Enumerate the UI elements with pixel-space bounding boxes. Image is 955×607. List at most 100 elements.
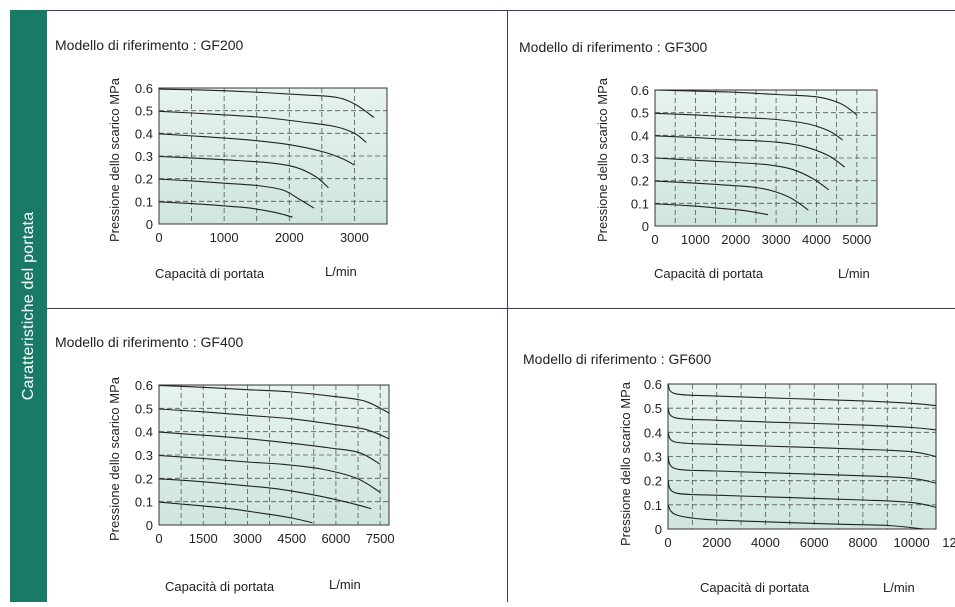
series-line-3 (158, 454, 381, 493)
x-tick-label: 3000 (762, 232, 791, 247)
y-tick-label: 0.6 (135, 378, 153, 393)
x-axis-label: Capacità di portata (654, 266, 764, 281)
y-tick-label: 0.5 (135, 401, 153, 416)
charts-grid: Modello di riferimento : GF200 0 0.1 0.2 0.3… (47, 10, 955, 602)
y-axis-label: Pressione dello scarico MPa (618, 381, 633, 546)
y-tick-label: 0.3 (644, 450, 662, 465)
series-line-1 (667, 407, 937, 431)
x-tick-label: 12000 (942, 535, 955, 550)
x-axis-label: Capacità di portata (165, 579, 275, 594)
chart-title: Modello di riferimento : GF600 (523, 351, 712, 367)
y-tick-label: 0.6 (644, 377, 662, 392)
series-line-1 (158, 110, 367, 143)
y-tick-label: 0.1 (135, 194, 153, 209)
y-tick-label: 0.1 (644, 498, 662, 513)
x-tick-label: 1000 (681, 232, 710, 247)
chart-gf400: Modello di riferimento : GF400 0 0.1 0.2 0.3… (55, 334, 395, 594)
vertical-divider (507, 10, 508, 602)
x-axis-unit: L/min (838, 266, 870, 281)
series-line-0 (667, 383, 937, 407)
sidebar: Caratteristiche del portata (10, 10, 47, 602)
series-line-1 (158, 408, 390, 440)
chart-panel-gf400: Modello di riferimento : GF400 0 0.1 0.2 0.3… (47, 309, 507, 607)
y-tick-label: 0.4 (135, 126, 153, 141)
x-tick-label: 4500 (277, 531, 306, 546)
chart-gf200: Modello di riferimento : GF200 0 0.1 0.2 0.3… (55, 37, 388, 281)
y-tick-label: 0 (655, 522, 662, 537)
series-line-0 (158, 384, 390, 414)
x-axis-label: Capacità di portata (700, 580, 810, 595)
series-line-3 (158, 155, 329, 189)
series-line-2 (158, 431, 381, 465)
x-tick-label: 3000 (233, 531, 262, 546)
x-axis-unit: L/min (325, 264, 357, 279)
chart-panel-gf600: Modello di riferimento : GF600 0 0.1 0.2 0.3… (508, 309, 955, 607)
y-tick-label: 0.5 (631, 106, 649, 121)
y-tick-label: 0 (146, 217, 153, 232)
x-axis-label: Capacità di portata (155, 266, 265, 281)
x-tick-label: 6000 (800, 535, 829, 550)
x-tick-label: 5000 (842, 232, 871, 247)
series-line-3 (654, 157, 829, 191)
x-tick-label: 4000 (802, 232, 831, 247)
x-tick-label: 0 (155, 531, 162, 546)
chart-gf600: Modello di riferimento : GF600 0 0.1 0.2 0.3… (523, 351, 955, 595)
series-line-5 (667, 504, 924, 530)
y-tick-label: 0.2 (644, 474, 662, 489)
x-tick-label: 1500 (189, 531, 218, 546)
y-tick-label: 0.1 (135, 495, 153, 510)
top-divider (47, 10, 955, 11)
chart-title: Modello di riferimento : GF200 (55, 37, 244, 53)
y-tick-label: 0.2 (135, 172, 153, 187)
series-line-5 (158, 501, 313, 524)
y-tick-label: 0.1 (631, 196, 649, 211)
series-line-5 (158, 201, 293, 218)
series-line-4 (158, 178, 315, 209)
series-line-3 (667, 456, 937, 484)
series-line-2 (667, 431, 937, 458)
y-tick-label: 0.3 (135, 448, 153, 463)
sidebar-label: Caratteristiche del portata (19, 211, 37, 401)
y-axis-label: Pressione dello scarico MPa (107, 376, 122, 541)
x-tick-label: 0 (651, 232, 658, 247)
y-tick-label: 0.3 (135, 149, 153, 164)
x-tick-label: 8000 (848, 535, 877, 550)
x-tick-label: 0 (664, 535, 671, 550)
series-line-4 (654, 180, 809, 211)
y-tick-label: 0.5 (135, 104, 153, 119)
chart-gf300: Modello di riferimento : GF300 0 0.1 0.2 0.3… (519, 39, 878, 281)
y-tick-label: 0 (146, 518, 153, 533)
y-tick-label: 0.2 (631, 174, 649, 189)
chart-title: Modello di riferimento : GF300 (519, 39, 708, 55)
x-tick-label: 2000 (721, 232, 750, 247)
x-tick-label: 7500 (366, 531, 395, 546)
x-tick-label: 0 (155, 230, 162, 245)
series-line-2 (158, 133, 355, 166)
chart-panel-gf300: Modello di riferimento : GF300 0 0.1 0.2 0.3… (508, 10, 955, 308)
series-line-0 (654, 89, 858, 116)
x-tick-label: 1000 (210, 230, 239, 245)
series-line-4 (158, 478, 372, 510)
x-tick-label: 10000 (894, 535, 930, 550)
x-tick-label: 6000 (321, 531, 350, 546)
x-tick-label: 2000 (275, 230, 304, 245)
x-axis-unit: L/min (883, 580, 915, 595)
x-tick-label: 2000 (702, 535, 731, 550)
chart-panel-gf200: Modello di riferimento : GF200 0 0.1 0.2 0.3… (47, 10, 507, 308)
x-tick-label: 3000 (340, 230, 369, 245)
horizontal-divider (47, 308, 955, 309)
y-tick-label: 0 (642, 219, 649, 234)
series-line-4 (667, 480, 937, 508)
y-tick-label: 0.6 (631, 83, 649, 98)
series-line-2 (654, 135, 846, 168)
y-tick-label: 0.2 (135, 471, 153, 486)
y-tick-label: 0.5 (644, 401, 662, 416)
y-tick-label: 0.4 (631, 128, 649, 143)
series-line-1 (654, 112, 844, 141)
y-tick-label: 0.3 (631, 151, 649, 166)
y-axis-label: Pressione dello scarico MPa (107, 77, 122, 242)
x-tick-label: 4000 (751, 535, 780, 550)
series-line-5 (654, 203, 769, 216)
series-line-0 (158, 88, 375, 118)
y-tick-label: 0.4 (135, 425, 153, 440)
